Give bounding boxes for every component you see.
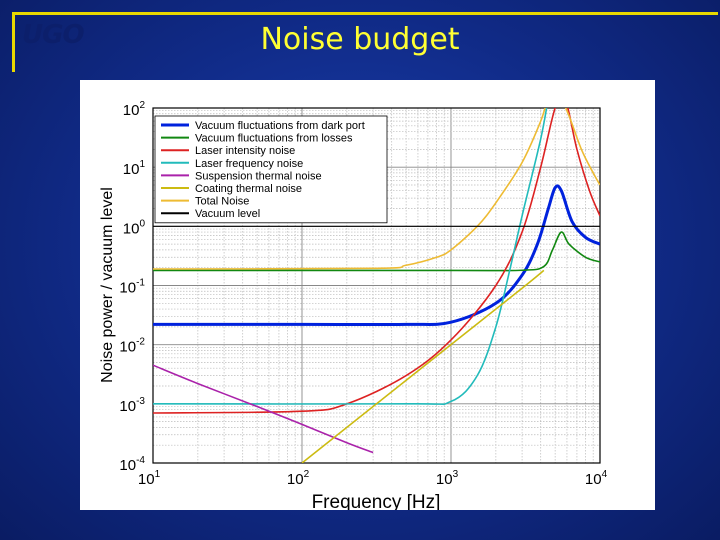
y-tick-label: 10-3: [119, 396, 145, 415]
frame-line-left: [12, 12, 15, 72]
legend-box: [154, 115, 388, 224]
y-tick-label: 10-4: [119, 455, 145, 474]
y-tick-label: 102: [123, 100, 146, 119]
plot-frame: [152, 107, 601, 464]
legend-label: Laser frequency noise: [195, 158, 303, 170]
chart-panel: 101 102 103 104 10-4 10-3 10-2 10-1 100 101 102 Va…: [80, 80, 655, 513]
slide-title: Noise budget: [260, 22, 460, 57]
series-line-2: [153, 108, 600, 414]
y-tick-label: 101: [123, 159, 146, 178]
y-tick-label: 10-2: [119, 337, 145, 356]
series-line-6: [153, 108, 600, 270]
series-line-4: [153, 364, 374, 454]
legend-label: Vacuum fluctuations from dark port: [195, 120, 365, 132]
legend-label: Suspension thermal noise: [195, 170, 322, 182]
y-axis-label: Noise power / vacuum level: [99, 187, 116, 383]
y-tick-label: 100: [123, 218, 146, 237]
noise-budget-chart: 101 102 103 104 10-4 10-3 10-2 10-1 100 101 102 Va…: [99, 100, 608, 513]
series-line-5: [301, 269, 545, 463]
legend-label: Vacuum fluctuations from losses: [195, 133, 353, 145]
logo: UGO: [22, 20, 85, 50]
series-line-1: [153, 231, 600, 272]
x-tick-label: 103: [436, 469, 459, 488]
legend-label: Laser intensity noise: [195, 145, 295, 157]
frame-line-top: [12, 12, 718, 15]
series-line-0: [153, 184, 600, 327]
series-line-3: [153, 108, 548, 406]
x-axis-label: Frequency [Hz]: [312, 492, 441, 510]
legend-label: Vacuum level: [195, 208, 260, 220]
y-tick-label: 10-1: [119, 278, 145, 297]
legend-label: Total Noise: [195, 196, 249, 208]
legend-label: Coating thermal noise: [195, 183, 302, 195]
x-tick-label: 104: [585, 469, 608, 488]
x-tick-label: 102: [287, 469, 310, 488]
x-tick-label: 101: [138, 469, 161, 488]
